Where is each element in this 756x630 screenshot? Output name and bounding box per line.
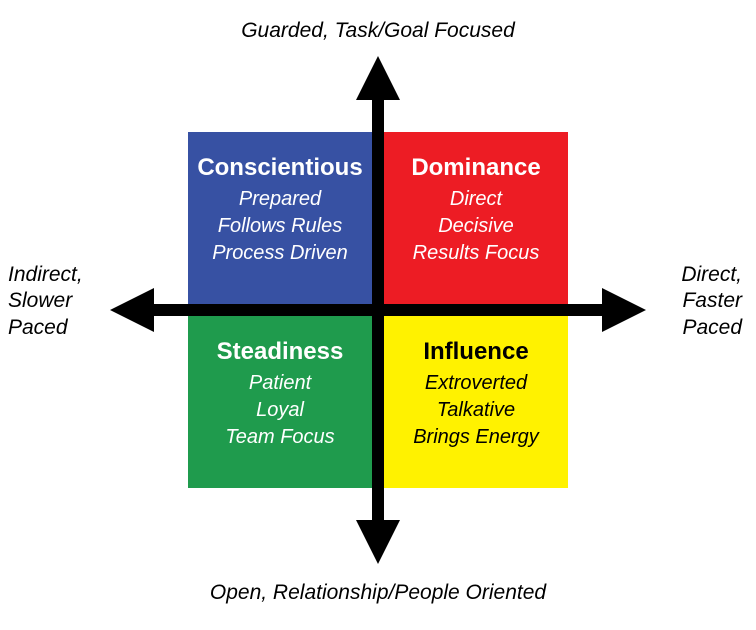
axes-cross (0, 0, 756, 630)
disc-quadrant-diagram: Guarded, Task/Goal Focused Open, Relatio… (0, 0, 756, 630)
